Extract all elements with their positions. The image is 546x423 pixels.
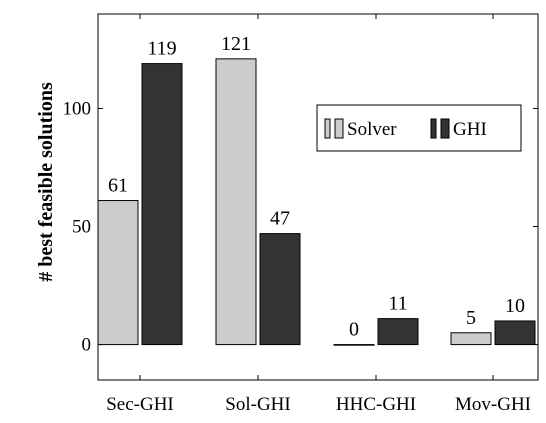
data-label: 121 bbox=[221, 33, 251, 55]
data-label: 61 bbox=[108, 175, 128, 197]
legend-label-solver: Solver bbox=[347, 119, 397, 140]
x-tick-label: HHC-GHI bbox=[336, 394, 416, 415]
data-label: 5 bbox=[466, 307, 476, 329]
legend-box bbox=[316, 104, 522, 152]
bar-ghi-mov-ghi bbox=[494, 320, 536, 346]
legend-swatch-solver bbox=[334, 118, 344, 139]
data-label: 119 bbox=[147, 38, 176, 60]
data-label: 0 bbox=[349, 319, 359, 341]
data-label: 11 bbox=[388, 293, 407, 315]
x-tick-label: Sol-GHI bbox=[225, 394, 290, 415]
bar-ghi-sec-ghi bbox=[141, 63, 183, 346]
legend-swatch-solver bbox=[324, 118, 331, 139]
x-tick-label: Sec-GHI bbox=[106, 394, 174, 415]
data-label: 10 bbox=[505, 295, 525, 317]
y-tick-label: 0 bbox=[82, 335, 92, 356]
y-tick-label: 50 bbox=[72, 217, 91, 238]
x-tick-label: Mov-GHI bbox=[455, 394, 531, 415]
bar-ghi-hhc-ghi bbox=[377, 318, 419, 346]
y-axis-label: # best feasible solutions bbox=[35, 82, 57, 282]
plot-frame bbox=[97, 13, 539, 381]
data-label: 47 bbox=[270, 208, 290, 230]
bar-solver-sol-ghi bbox=[215, 58, 257, 346]
legend-swatch-ghi bbox=[440, 118, 450, 139]
legend-swatch-ghi bbox=[430, 118, 437, 139]
y-tick-label: 100 bbox=[63, 98, 92, 119]
bar-solver-mov-ghi bbox=[450, 332, 492, 346]
bar-solver-hhc-ghi bbox=[333, 344, 375, 346]
bar-ghi-sol-ghi bbox=[259, 233, 301, 346]
legend-label-ghi: GHI bbox=[453, 119, 487, 140]
bar-solver-sec-ghi bbox=[97, 200, 139, 346]
